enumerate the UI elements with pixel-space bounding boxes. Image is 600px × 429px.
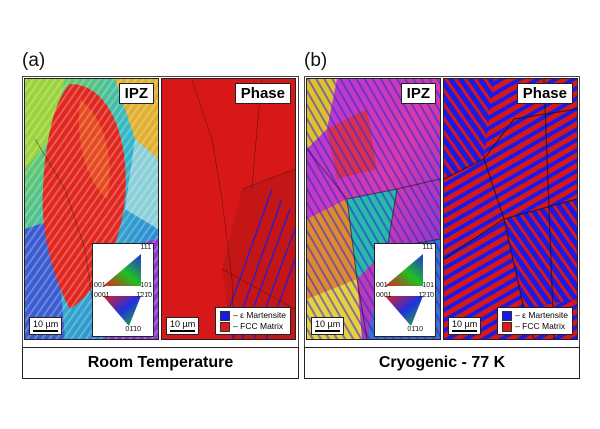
ipf-key-b: 111 001 101 0001 1̄21̄0 01̄10 xyxy=(374,243,436,337)
ipf-label-111: 111 xyxy=(422,244,433,251)
ipz-map-b: IPZ 111 001 101 0001 1̄21̄0 01̄10 10 µm xyxy=(306,78,441,340)
scale-bar-ipz-a: 10 µm xyxy=(29,317,63,335)
legend-item-martensite: – ε Martensite xyxy=(502,310,568,321)
phase-legend-b: – ε Martensite – FCC Matrix xyxy=(497,307,573,335)
ipf-label-001: 001 xyxy=(94,282,106,289)
ipz-tag-a: IPZ xyxy=(118,83,154,104)
scale-bar-phase-b: 10 µm xyxy=(448,317,482,335)
ipf-label-hex-right: 1̄21̄0 xyxy=(136,292,152,299)
phase-map-a: Phase 10 µm – ε Martensite – FCC Matrix xyxy=(161,78,296,340)
caption-b: Cryogenic - 77 K xyxy=(304,347,580,379)
panel-a-label: (a) xyxy=(22,50,46,71)
phase-tag-a: Phase xyxy=(234,83,291,104)
scale-bar-ipz-b: 10 µm xyxy=(311,317,345,335)
legend-item-martensite: – ε Martensite xyxy=(220,310,286,321)
ipf-label-hex-bottom: 01̄10 xyxy=(407,326,423,333)
phase-legend-a: – ε Martensite – FCC Matrix xyxy=(215,307,291,335)
ipf-label-001: 001 xyxy=(376,282,388,289)
phase-map-b: Phase 10 µm – ε Martensite – FCC Matrix xyxy=(443,78,578,340)
ipf-key-a: 111 001 101 0001 1̄21̄0 01̄10 xyxy=(92,243,154,337)
ipf-label-101: 101 xyxy=(422,282,434,289)
legend-item-fcc: – FCC Matrix xyxy=(502,321,568,332)
ipz-map-a: IPZ 111 001 101 0001 1̄21̄0 01̄10 10 µm xyxy=(24,78,159,340)
ipf-label-101: 101 xyxy=(140,282,152,289)
ipf-label-0001: 0001 xyxy=(94,292,110,299)
scale-bar-phase-a: 10 µm xyxy=(166,317,200,335)
ipz-tag-b: IPZ xyxy=(400,83,436,104)
panel-b-label: (b) xyxy=(304,50,328,71)
phase-tag-b: Phase xyxy=(516,83,573,104)
ipf-label-hex-right: 1̄21̄0 xyxy=(418,292,434,299)
ipf-label-0001: 0001 xyxy=(376,292,392,299)
ipf-label-111: 111 xyxy=(140,244,151,251)
ipf-label-hex-bottom: 01̄10 xyxy=(125,326,141,333)
caption-a: Room Temperature xyxy=(22,347,299,379)
legend-item-fcc: – FCC Matrix xyxy=(220,321,286,332)
